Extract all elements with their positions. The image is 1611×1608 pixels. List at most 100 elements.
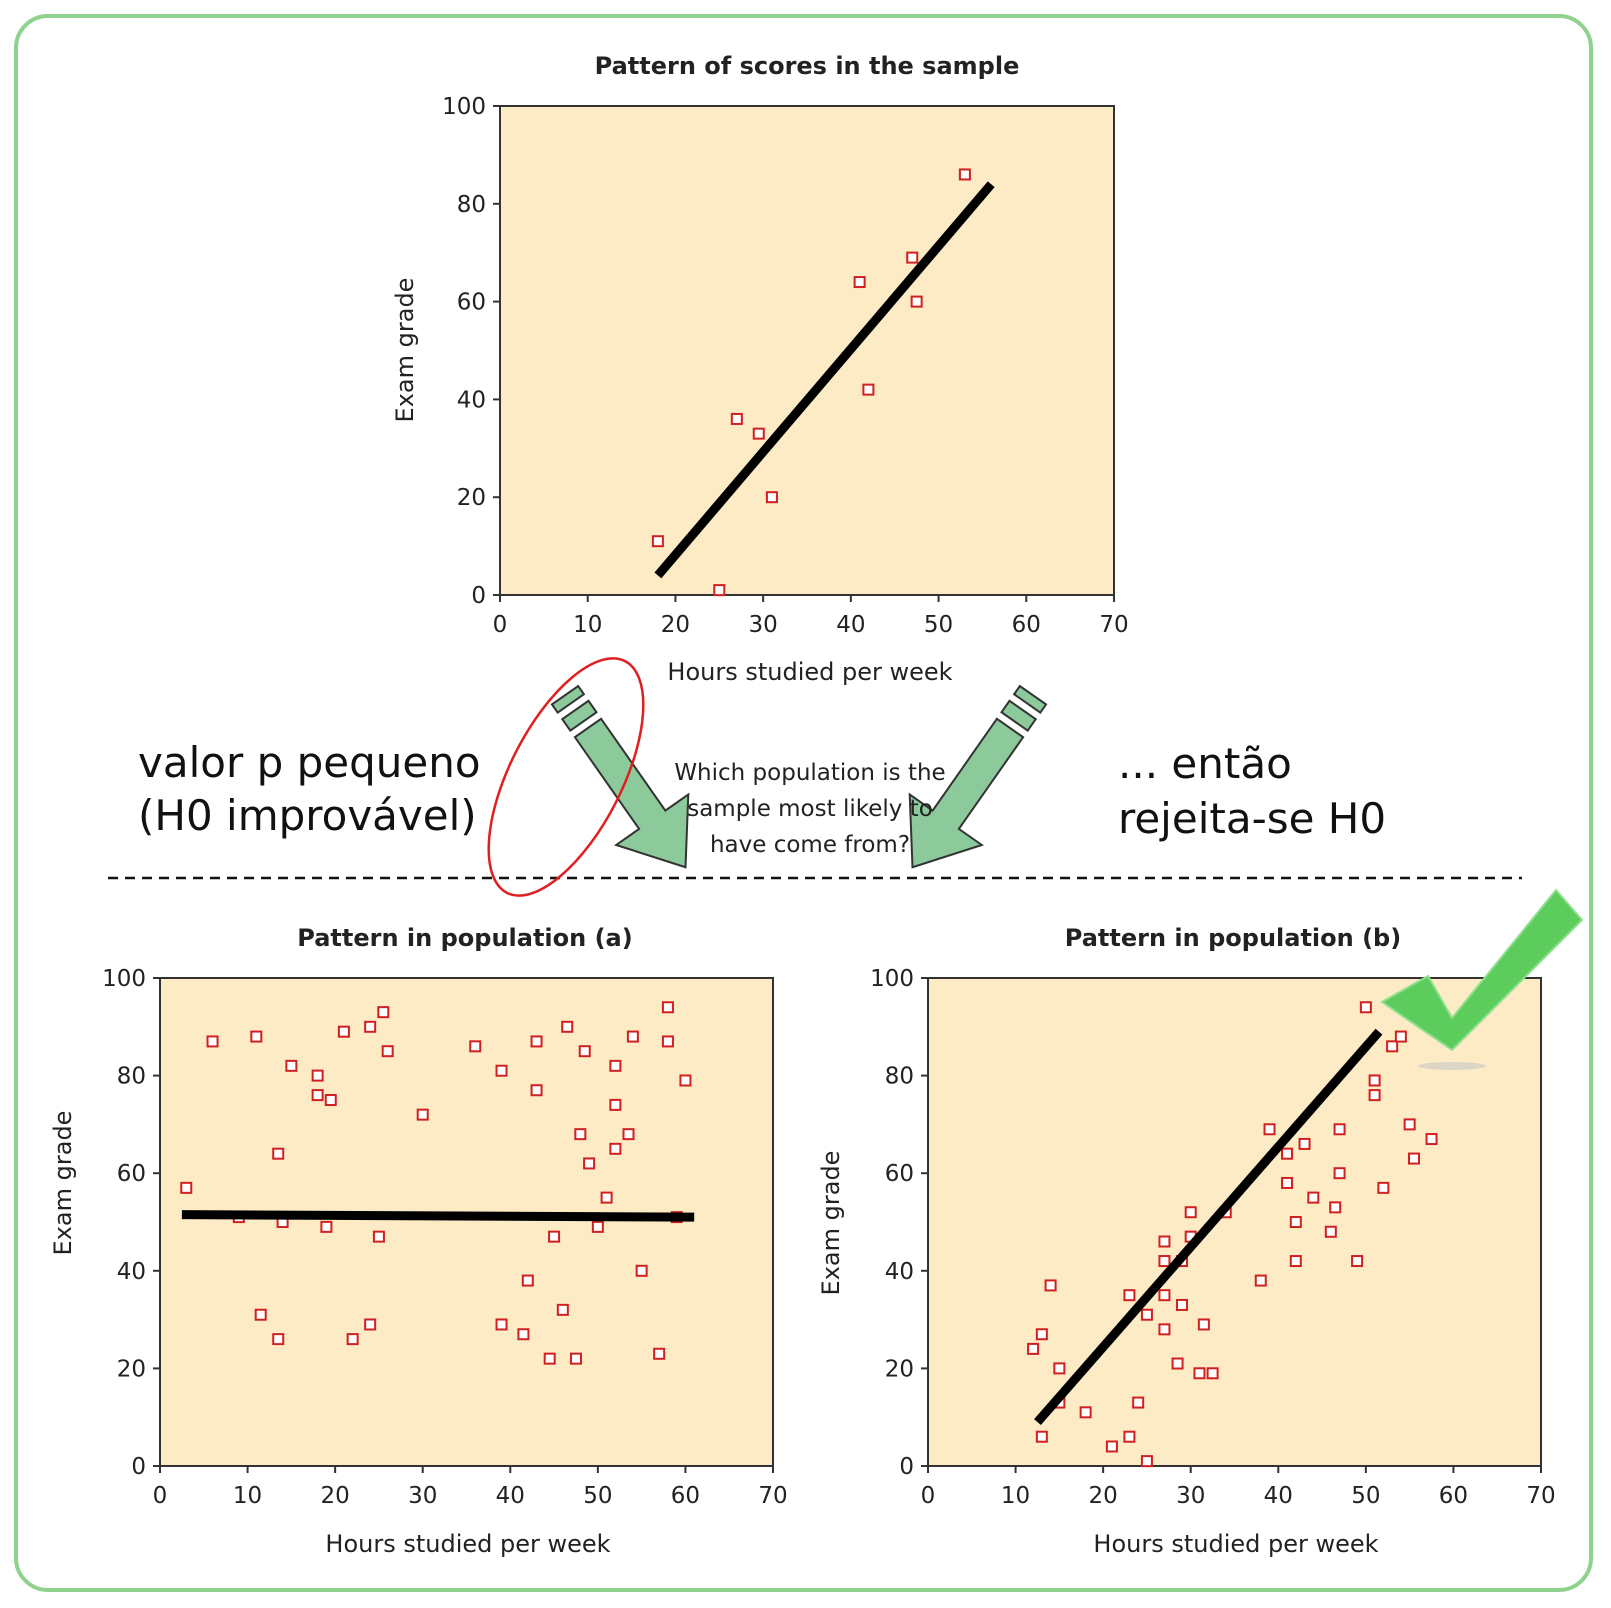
y-tick-label: 100	[442, 94, 486, 120]
x-tick-label: 40	[836, 612, 865, 638]
data-point	[1123, 1430, 1136, 1443]
x-tick-label: 50	[1351, 1483, 1380, 1509]
data-point	[1368, 1074, 1381, 1087]
data-point	[578, 1045, 591, 1058]
data-point	[1035, 1328, 1048, 1341]
data-point	[364, 1318, 377, 1331]
x-tick-label: 30	[1176, 1483, 1205, 1509]
data-point	[1307, 1191, 1320, 1204]
chart-title-sample: Pattern of scores in the sample	[595, 52, 1020, 80]
x-tick-label: 30	[749, 612, 778, 638]
data-point	[495, 1064, 508, 1077]
annotation-right-line2: rejeita-se H0	[1118, 794, 1386, 843]
y-tick-label: 80	[117, 1064, 146, 1090]
data-point	[626, 1030, 639, 1043]
data-point	[600, 1191, 613, 1204]
x-tick-label: 10	[233, 1483, 262, 1509]
x-tick-label: 20	[321, 1483, 350, 1509]
y-tick-label: 40	[117, 1259, 146, 1285]
data-point	[1175, 1298, 1188, 1311]
y-tick-label: 80	[457, 192, 486, 218]
data-point	[679, 1074, 692, 1087]
data-point	[250, 1030, 263, 1043]
data-point	[1079, 1406, 1092, 1419]
data-point	[1324, 1225, 1337, 1238]
chart-population-b: Pattern in population (b) Exam grade Hou…	[817, 924, 1556, 1558]
y-tick-label: 0	[471, 583, 486, 609]
data-point	[1403, 1118, 1416, 1131]
data-point	[543, 1352, 556, 1365]
checkmark-icon	[1380, 888, 1584, 1070]
data-point	[416, 1108, 429, 1121]
data-point	[495, 1318, 508, 1331]
x-axis-label-sample: Hours studied per week	[667, 658, 952, 686]
data-point	[1123, 1289, 1136, 1302]
y-tick-label: 20	[885, 1356, 914, 1382]
x-tick-label: 60	[1439, 1483, 1468, 1509]
data-point	[530, 1084, 543, 1097]
data-point	[609, 1142, 622, 1155]
chart-sample: Pattern of scores in the sample Exam gra…	[391, 52, 1129, 686]
data-point	[320, 1220, 333, 1233]
data-point	[1351, 1255, 1364, 1268]
question-line2: sample most likely to	[687, 796, 933, 822]
y-tick-label: 40	[457, 387, 486, 413]
data-point	[1158, 1323, 1171, 1336]
data-point	[1158, 1289, 1171, 1302]
data-point	[910, 295, 923, 308]
x-tick-label: 60	[671, 1483, 700, 1509]
chart-population-a: Pattern in population (a) Exam grade Hou…	[49, 924, 788, 1558]
data-point	[1329, 1201, 1342, 1214]
x-axis-label-population-a: Hours studied per week	[325, 1530, 610, 1558]
down-right-arrow-icon	[908, 684, 1048, 869]
data-point	[609, 1098, 622, 1111]
data-point	[1158, 1235, 1171, 1248]
y-tick-label: 80	[885, 1064, 914, 1090]
data-point	[651, 535, 664, 548]
data-point	[1377, 1181, 1390, 1194]
x-tick-label: 40	[496, 1483, 525, 1509]
data-point	[1333, 1167, 1346, 1180]
data-point	[1140, 1308, 1153, 1321]
y-tick-label: 20	[117, 1356, 146, 1382]
x-tick-label: 60	[1012, 612, 1041, 638]
data-point	[853, 276, 866, 289]
annotation-left-line1: valor p pequeno	[138, 738, 481, 787]
fit-line	[1034, 1028, 1383, 1426]
annotation-right-line1: ... então	[1118, 739, 1292, 788]
data-point	[1132, 1396, 1145, 1409]
data-point	[569, 1352, 582, 1365]
data-point	[1425, 1133, 1438, 1146]
chart-title-population-a: Pattern in population (a)	[297, 924, 632, 952]
x-tick-label: 50	[924, 612, 953, 638]
x-tick-label: 0	[153, 1483, 168, 1509]
data-point	[1184, 1206, 1197, 1219]
data-point	[272, 1147, 285, 1160]
data-point	[324, 1094, 337, 1106]
x-tick-label: 40	[1264, 1483, 1293, 1509]
data-point	[1197, 1318, 1210, 1331]
x-tick-label: 0	[921, 1483, 936, 1509]
x-tick-label: 10	[1001, 1483, 1030, 1509]
data-point	[1289, 1255, 1302, 1268]
data-point	[583, 1157, 596, 1170]
data-point	[1193, 1367, 1206, 1380]
data-point	[517, 1328, 530, 1341]
data-point	[1105, 1440, 1118, 1453]
data-point	[1206, 1367, 1219, 1380]
data-point	[635, 1264, 648, 1277]
y-tick-label: 60	[117, 1161, 146, 1187]
data-point	[377, 1006, 390, 1019]
data-point	[1298, 1137, 1311, 1150]
x-tick-label: 20	[661, 612, 690, 638]
fit-line	[654, 181, 995, 579]
y-axis-label-population-b: Exam grade	[817, 1151, 845, 1296]
data-point	[958, 168, 971, 181]
data-point	[765, 491, 778, 504]
data-point	[1263, 1123, 1276, 1136]
data-point	[622, 1128, 635, 1141]
y-tick-label: 60	[885, 1161, 914, 1187]
data-point	[730, 412, 743, 425]
data-point	[530, 1035, 543, 1048]
